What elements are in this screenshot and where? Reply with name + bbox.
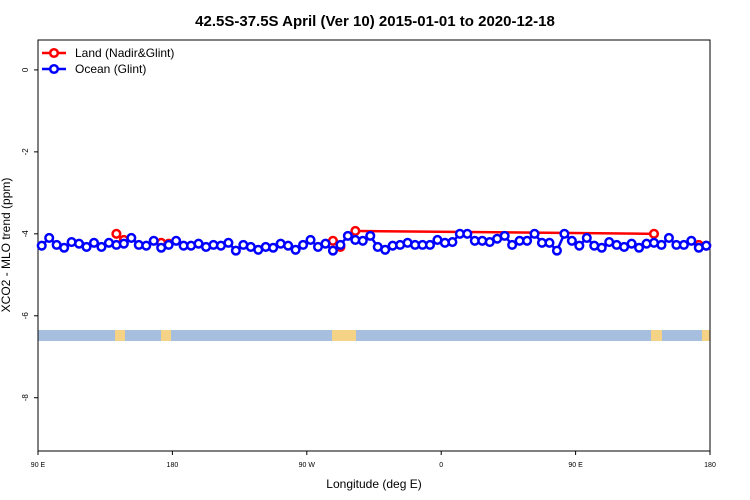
y-tick-label: -8 <box>21 394 30 402</box>
data-point <box>566 235 577 246</box>
data-point <box>365 230 376 241</box>
x-tick-label: 90 E <box>31 462 46 469</box>
data-point <box>320 238 331 249</box>
y-tick-label: 0 <box>21 67 30 72</box>
data-point <box>223 237 234 248</box>
data-point <box>447 236 458 248</box>
data-point <box>499 230 510 241</box>
data-point <box>544 237 555 248</box>
data-point <box>298 239 309 250</box>
data-point <box>283 240 294 251</box>
legend-label: Land (Nadir&Glint) <box>75 46 174 60</box>
data-point <box>230 245 241 256</box>
data-point <box>581 232 592 243</box>
data-point <box>551 245 562 256</box>
data-point <box>96 241 107 252</box>
x-tick-label: 180 <box>167 462 179 469</box>
data-point <box>663 232 674 243</box>
data-point <box>462 228 473 239</box>
data-point <box>141 240 152 251</box>
legend-marker <box>48 63 60 75</box>
x-tick-label: 90 W <box>299 462 316 469</box>
y-tick-label: -6 <box>21 312 30 320</box>
data-point <box>574 240 585 251</box>
data-point <box>656 239 667 250</box>
data-point <box>88 237 100 248</box>
data-point <box>424 239 436 250</box>
data-point <box>111 228 122 239</box>
data-point <box>268 242 279 253</box>
data-point <box>163 239 174 250</box>
data-point <box>36 240 47 251</box>
data-point <box>171 235 182 246</box>
chart-title: 42.5S-37.5S April (Ver 10) 2015-01-01 to… <box>195 13 555 30</box>
data-point <box>59 242 70 253</box>
data-point <box>290 244 301 255</box>
data-point <box>678 239 689 250</box>
data-point <box>596 242 607 253</box>
data-point <box>357 235 368 246</box>
x-tick-label: 90 E <box>568 462 583 469</box>
data-point <box>81 241 92 252</box>
x-tick-label: 0 <box>439 462 443 469</box>
data-point <box>626 238 637 249</box>
data-point <box>559 228 570 239</box>
data-point <box>507 239 518 250</box>
data-point <box>686 235 697 246</box>
y-axis-label: XCO2 - MLO trend (ppm) <box>0 178 13 313</box>
data-point <box>126 232 137 243</box>
data-point <box>305 234 316 246</box>
data-point <box>342 230 353 241</box>
x-tick-label: 180 <box>704 462 716 469</box>
data-point <box>634 242 645 253</box>
data-point <box>148 235 159 246</box>
data-point <box>701 240 712 251</box>
data-point <box>335 239 346 250</box>
data-point <box>529 228 540 239</box>
data-point <box>522 235 533 246</box>
data-point <box>118 238 129 249</box>
x-axis-label: Longitude (deg E) <box>326 477 421 491</box>
legend-label: Ocean (Glint) <box>75 62 146 76</box>
land-mask-strip <box>38 330 710 341</box>
data-point <box>380 244 391 255</box>
y-tick-label: -2 <box>21 148 30 156</box>
data-point <box>327 245 338 256</box>
y-tick-label: -4 <box>21 230 30 238</box>
data-point <box>648 228 660 239</box>
data-point <box>44 232 55 243</box>
legend-marker <box>48 47 60 59</box>
data-point <box>350 225 361 237</box>
